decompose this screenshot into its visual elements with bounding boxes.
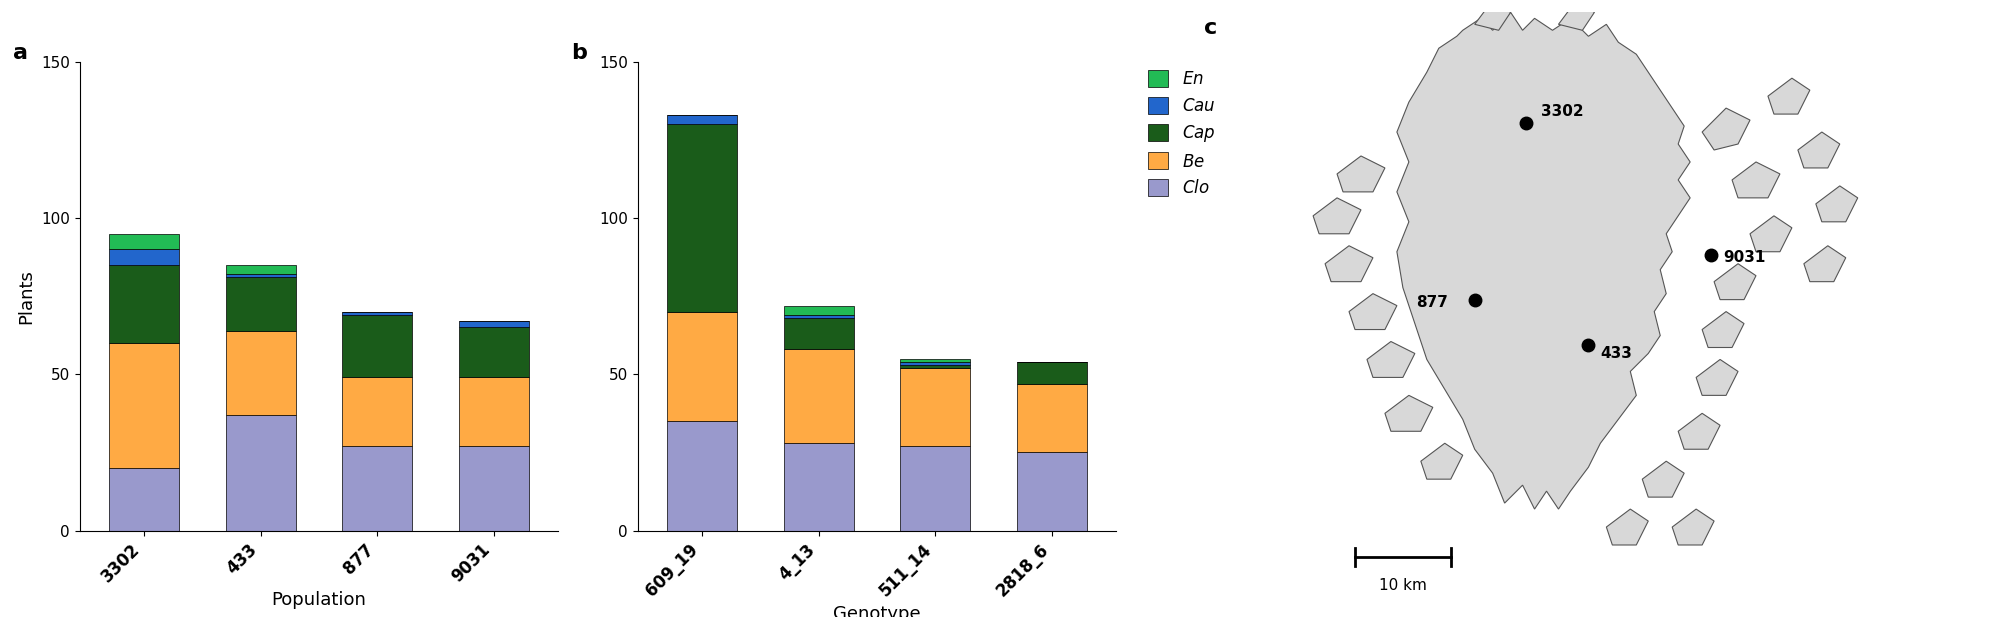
Text: c: c [1204, 19, 1218, 38]
Polygon shape [1606, 509, 1648, 545]
Bar [901, 368, 971, 446]
Y-axis label: Plants: Plants [18, 269, 36, 323]
Bar [783, 315, 853, 318]
Bar [901, 365, 971, 368]
Bar [343, 315, 413, 378]
Bar [110, 343, 179, 468]
Text: 433: 433 [1600, 346, 1632, 361]
Text: 877: 877 [1415, 295, 1447, 310]
Polygon shape [1367, 341, 1415, 378]
Polygon shape [1349, 294, 1397, 329]
Text: 3302: 3302 [1541, 104, 1582, 118]
Bar [668, 124, 737, 312]
Bar [668, 421, 737, 531]
Polygon shape [1702, 312, 1744, 347]
Polygon shape [1385, 395, 1433, 431]
Bar [783, 443, 853, 531]
Bar [225, 415, 295, 531]
Bar [110, 468, 179, 531]
Polygon shape [1325, 246, 1373, 281]
Text: b: b [570, 43, 586, 63]
Bar [225, 275, 295, 278]
Text: 10 km: 10 km [1379, 578, 1427, 593]
X-axis label: Genotype: Genotype [833, 605, 921, 617]
Bar [668, 312, 737, 421]
Bar [225, 331, 295, 415]
Bar [1016, 452, 1086, 531]
Bar [458, 328, 528, 378]
Bar [901, 446, 971, 531]
Bar [901, 362, 971, 365]
Polygon shape [1313, 198, 1361, 234]
Polygon shape [1816, 186, 1857, 222]
Text: a: a [12, 43, 28, 63]
Polygon shape [1732, 162, 1780, 198]
Bar [343, 312, 413, 315]
Polygon shape [1672, 509, 1714, 545]
Polygon shape [1768, 78, 1810, 114]
Text: 9031: 9031 [1724, 251, 1766, 265]
Polygon shape [1702, 108, 1750, 150]
Bar [110, 265, 179, 343]
Bar [901, 358, 971, 362]
Polygon shape [1421, 443, 1463, 479]
Bar [343, 378, 413, 446]
Bar [225, 265, 295, 275]
Polygon shape [1696, 360, 1738, 395]
Bar [110, 249, 179, 265]
Bar [1016, 362, 1086, 384]
Polygon shape [1798, 132, 1840, 168]
Polygon shape [1337, 156, 1385, 192]
Polygon shape [1678, 413, 1720, 449]
Bar [225, 278, 295, 331]
Polygon shape [1397, 12, 1690, 509]
Bar [1016, 384, 1086, 452]
Polygon shape [1750, 216, 1792, 252]
Bar [783, 305, 853, 315]
Bar [343, 446, 413, 531]
Bar [110, 234, 179, 249]
Polygon shape [1714, 263, 1756, 300]
Bar [668, 115, 737, 124]
Bar [783, 318, 853, 349]
Bar [783, 349, 853, 443]
Polygon shape [1642, 462, 1684, 497]
Polygon shape [1804, 246, 1846, 281]
Polygon shape [1559, 1, 1594, 30]
Polygon shape [1475, 1, 1511, 30]
Legend: $\it{En}$, $\it{Cau}$, $\it{Cap}$, $\it{Be}$, $\it{Clo}$: $\it{En}$, $\it{Cau}$, $\it{Cap}$, $\it{… [1148, 70, 1216, 197]
X-axis label: Population: Population [271, 592, 367, 610]
Bar [458, 446, 528, 531]
Bar [458, 321, 528, 328]
Bar [458, 378, 528, 446]
